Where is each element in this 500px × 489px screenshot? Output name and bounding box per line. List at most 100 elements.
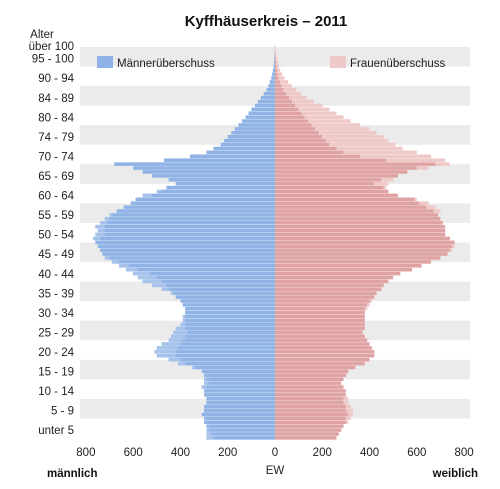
female-bar [275,80,281,84]
y-tick-label: 84 - 89 [38,93,74,105]
female-bar [275,436,337,440]
female-bar [275,424,344,428]
female-bar [275,326,365,331]
male-bar [152,283,275,288]
male-surplus-bar [206,428,209,432]
male-bar [154,350,275,354]
male-bar [206,424,275,428]
x-tick-label: 600 [124,447,143,459]
female-surplus-bar [345,420,349,425]
y-tick-label: 35 - 39 [38,288,74,300]
male-bar [245,115,275,119]
female-bar [275,154,361,159]
male-bar [272,68,275,73]
female-bar [275,228,446,233]
male-bar [135,197,275,202]
female-surplus-bar [276,64,279,69]
y-tick-label: 60 - 64 [38,191,74,203]
female-surplus-bar [308,119,351,123]
male-surplus-bar [100,220,108,225]
male-bar [251,107,275,112]
male-surplus-bar [168,357,181,362]
male-surplus-bar [142,279,162,284]
female-surplus-bar [277,72,283,76]
male-surplus-bar [111,260,119,264]
female-surplus-bar [386,158,446,162]
male-surplus-bar [142,193,153,198]
x-tick-label: 400 [171,447,190,459]
female-bar [275,322,365,327]
female-bar [275,224,446,229]
male-bar [173,330,275,335]
male-surplus-bar [206,432,212,436]
female-bar [275,353,375,358]
male-bar [137,275,275,280]
male-bar [182,314,275,319]
female-bar [275,291,377,295]
y-tick-label: 90 - 94 [38,73,74,85]
male-bar [156,189,275,194]
male-bar [201,385,275,389]
male-bar [161,287,275,292]
female-surplus-bar [343,396,349,401]
female-bar [275,111,302,116]
male-bar [182,303,275,307]
female-bar [275,201,420,205]
male-bar [161,342,275,346]
female-bar [275,213,439,217]
male-bar [109,213,276,217]
female-surplus-bar [322,134,384,139]
female-surplus-bar [449,248,453,252]
y-tick-label: 25 - 29 [38,327,74,339]
female-surplus-bar [348,412,354,417]
female-bar [275,170,408,174]
male-bar [271,76,275,80]
male-surplus-bar [133,271,150,276]
female-surplus-bar [292,99,315,104]
male-surplus-bar [175,326,186,331]
female-bar [275,197,415,202]
male-bar [185,307,275,311]
female-surplus-bar [367,303,370,307]
male-bar [92,236,275,241]
female-bar [275,334,365,338]
female-bar [275,217,441,221]
male-bar [168,357,275,362]
male-bar [274,56,275,61]
female-surplus-bar [277,68,281,73]
male-bar [206,432,275,436]
male-bar [123,205,275,209]
female-bar [275,295,375,299]
female-bar [275,220,443,225]
female-surplus-bar [286,91,302,96]
female-bar [275,275,394,280]
female-bar [275,95,290,100]
male-bar [166,185,275,190]
male-bar [206,396,275,401]
female-bar [275,307,365,311]
female-surplus-bar [325,138,389,143]
grid-band [79,359,471,380]
female-bar [275,432,339,436]
male-bar [97,244,275,249]
male-bar [204,420,275,425]
female-bar [275,330,363,335]
male-bar [201,412,275,417]
male-bar [95,232,275,237]
male-surplus-bar [192,365,195,370]
female-bar [275,181,375,186]
male-bar [213,146,275,151]
male-surplus-bar [104,256,110,260]
female-surplus-bar [311,123,361,127]
male-bar [111,260,275,264]
male-bar [220,142,275,147]
male-bar [170,291,275,295]
female-bar [275,361,365,366]
male-bar [118,264,275,268]
y-tick-label: unter 5 [38,425,74,437]
female-surplus-bar [383,185,387,190]
female-bar [275,350,375,354]
female-surplus-bar [281,84,292,88]
male-surplus-bar [156,353,176,358]
